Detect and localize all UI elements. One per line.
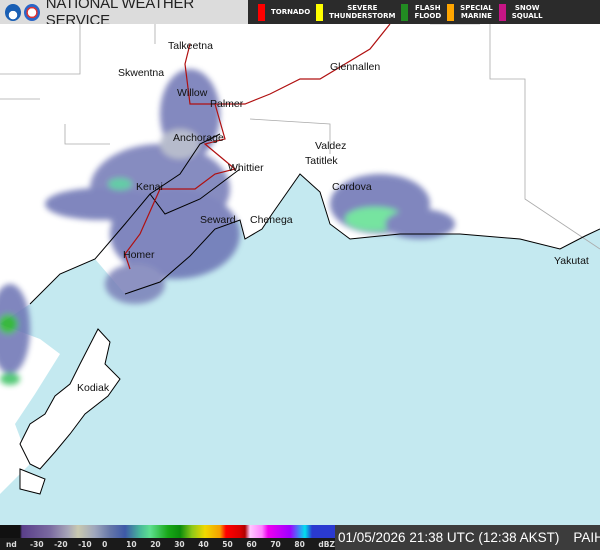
header-bar: NATIONAL WEATHER SERVICE TORNADO SEVERE T… <box>0 0 600 29</box>
hazard-swatch <box>401 3 409 21</box>
scale-tick: nd <box>6 539 17 549</box>
city-label: Valdez <box>315 140 346 152</box>
city-label: Skwentna <box>118 67 164 79</box>
coastline <box>29 133 600 305</box>
hazard-item: SNOW SQUALL <box>498 3 543 21</box>
city-label: Willow <box>177 87 208 99</box>
hazard-item: SPECIAL MARINE <box>447 3 493 21</box>
radar-map[interactable]: Talkeetna Skwentna Glennallen Willow Pal… <box>0 24 600 525</box>
scale-tick: 60 <box>246 539 257 549</box>
hazard-label: SEVERE THUNDERSTORM <box>329 4 396 20</box>
scale-tick: 40 <box>198 539 209 549</box>
city-label: Homer <box>123 249 155 261</box>
scale-tick: -10 <box>78 539 92 549</box>
water <box>0 174 600 525</box>
scale-tick: -20 <box>54 539 68 549</box>
scale-ticks: nd -30 -20 -10 0 10 20 30 40 50 60 70 80 dBZ <box>0 538 335 550</box>
hazard-swatch <box>447 3 455 21</box>
hazard-label: TORNADO <box>271 8 311 16</box>
city-label: Anchorage <box>173 132 224 144</box>
scale-tick: 70 <box>270 539 281 549</box>
city-labels: Talkeetna Skwentna Glennallen Willow Pal… <box>77 40 589 394</box>
radar-site: PAIH <box>573 530 600 545</box>
city-label: Talkeetna <box>168 40 213 52</box>
noaa-logo <box>5 3 21 21</box>
footer-bar: nd -30 -20 -10 0 10 20 30 40 50 60 70 80 dBZ 01/05/20… <box>0 525 600 550</box>
kodiak-island <box>19 328 121 470</box>
hazard-swatch <box>258 3 265 21</box>
scale-tick: 30 <box>174 539 185 549</box>
nws-logo <box>23 3 40 21</box>
city-label: Whittier <box>228 162 264 174</box>
hazard-item: FLASH FLOOD <box>401 3 442 21</box>
reflectivity-color-bar <box>0 525 335 538</box>
timestamp: 01/05/2026 21:38 UTC (12:38 AKST) <box>338 530 560 545</box>
city-label: Yakutat <box>554 255 589 267</box>
hazard-swatch <box>316 3 324 21</box>
hazard-label: SNOW SQUALL <box>511 4 543 20</box>
roads <box>124 24 391 270</box>
city-label: Kodiak <box>77 382 110 394</box>
city-label: Cordova <box>332 181 372 193</box>
hazard-item: TORNADO <box>258 3 311 21</box>
scale-tick: 50 <box>222 539 233 549</box>
city-label: Palmer <box>210 98 244 110</box>
city-label: Kenai <box>136 181 163 193</box>
city-label: Seward <box>200 214 236 226</box>
city-label: Tatitlek <box>305 155 338 167</box>
hazard-legend: TORNADO SEVERE THUNDERSTORM FLASH FLOOD SPE… <box>248 0 600 24</box>
borders <box>0 24 600 250</box>
brand: NATIONAL WEATHER SERVICE <box>0 0 248 29</box>
hazard-swatch <box>498 3 506 21</box>
hazard-label: SPECIAL MARINE <box>460 4 493 20</box>
scale-tick: -30 <box>30 539 44 549</box>
scale-tick: 0 <box>102 539 108 549</box>
timestamp-bar: 01/05/2026 21:38 UTC (12:38 AKST) PAIH <box>335 525 600 550</box>
city-label: Chenega <box>250 214 293 226</box>
scale-tick: dBZ <box>318 539 335 549</box>
scale-tick: 20 <box>150 539 161 549</box>
hazard-label: FLASH FLOOD <box>414 4 442 20</box>
scale-tick: 80 <box>294 539 305 549</box>
scale-tick: 10 <box>126 539 137 549</box>
hazard-item: SEVERE THUNDERSTORM <box>316 3 396 21</box>
reflectivity-scale: nd -30 -20 -10 0 10 20 30 40 50 60 70 80 dBZ <box>0 525 335 550</box>
city-label: Glennallen <box>330 61 380 73</box>
sitkalidak-island <box>19 468 46 495</box>
